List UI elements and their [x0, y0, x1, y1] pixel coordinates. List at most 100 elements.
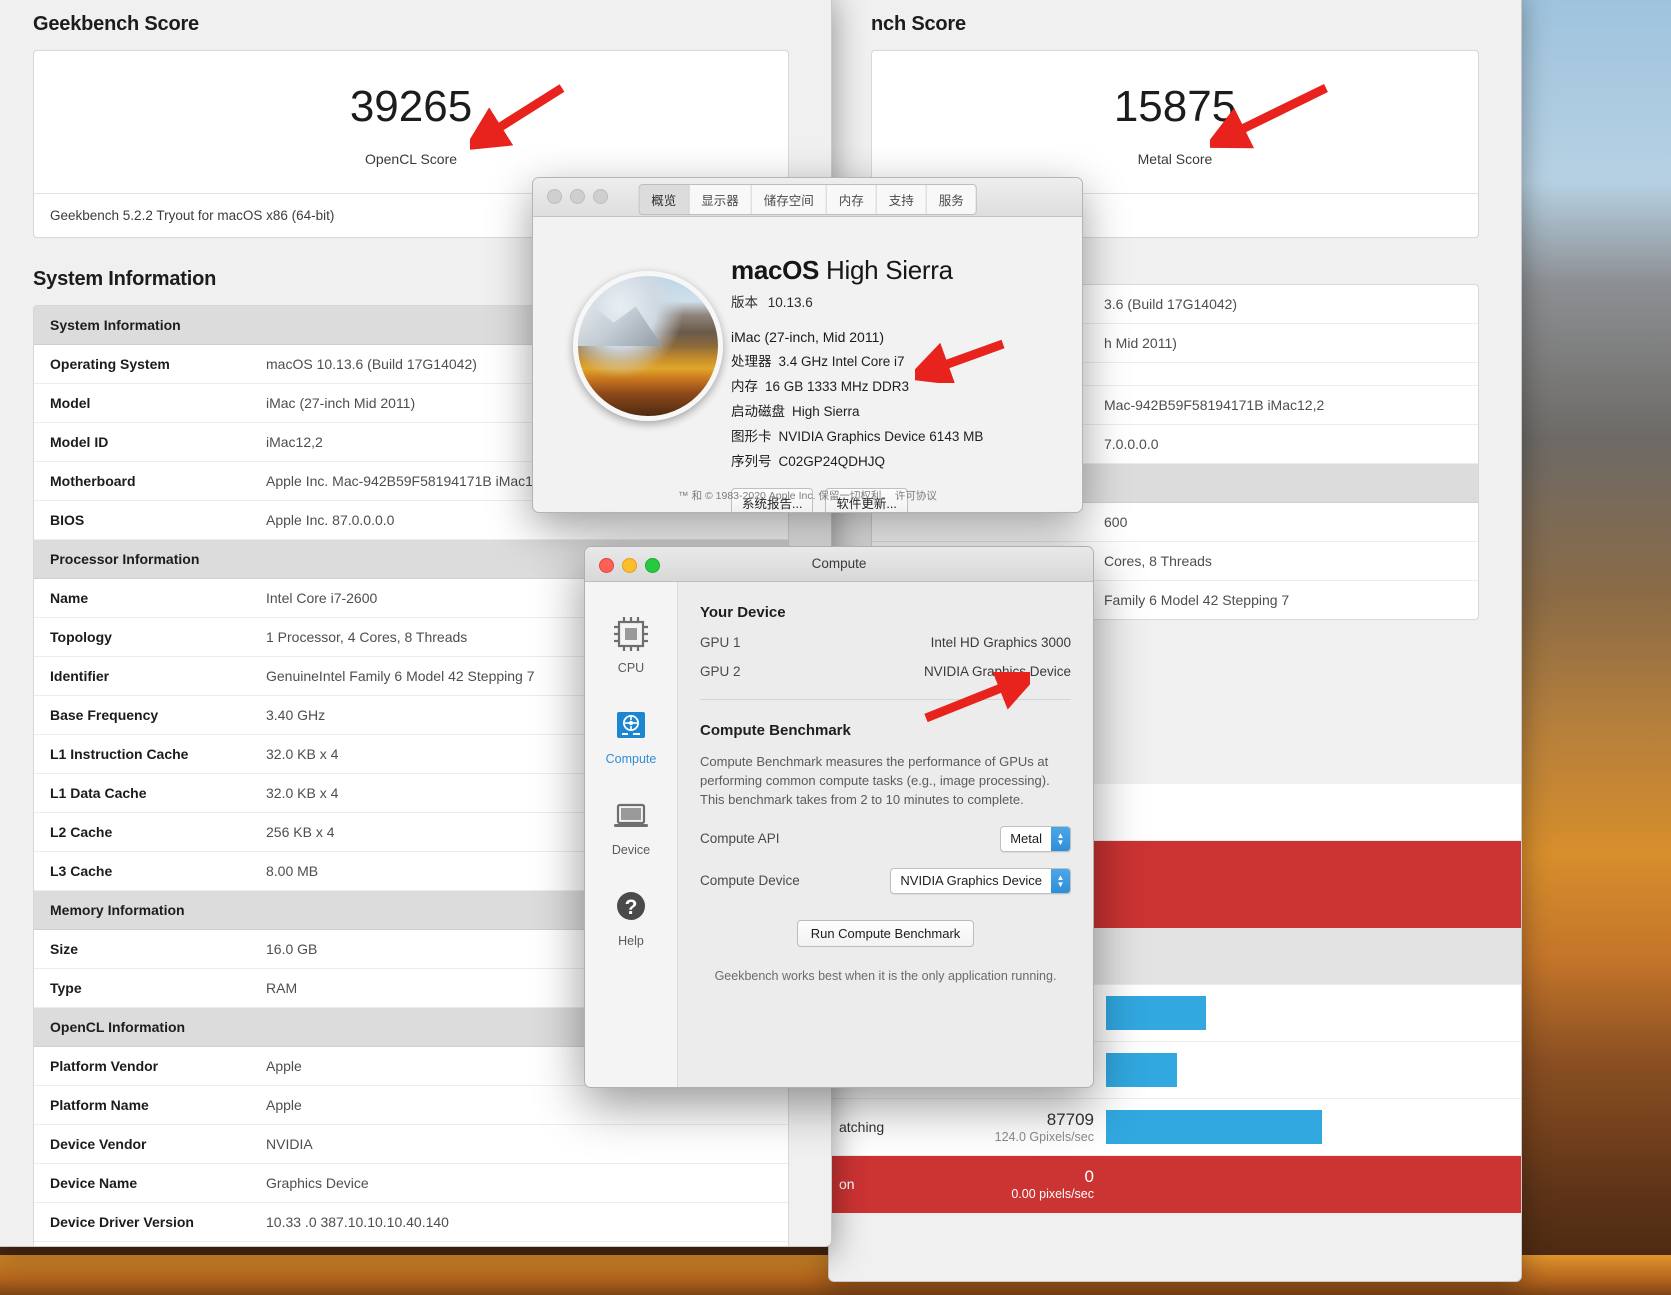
table-row: Operating System macOS 10.13.6 (Build 17G… [34, 345, 788, 384]
gpu-1-row: GPU 1 Intel HD Graphics 3000 [700, 635, 1071, 650]
row-key: Size [50, 941, 79, 957]
row-key: Motherboard [50, 473, 136, 489]
row-key: Device Driver Version [50, 1214, 194, 1230]
os-name: macOS High Sierra [731, 255, 983, 286]
row-value: 7.0.0.0.0 [1104, 436, 1159, 452]
row-key: System Information [50, 317, 181, 333]
metal-score-label: Metal Score [1137, 151, 1213, 167]
close-icon[interactable] [599, 558, 614, 573]
benchmark-bar-track [1106, 1167, 1521, 1201]
compute-api-label: Compute API [700, 831, 780, 847]
benchmark-name: on [839, 1176, 855, 1192]
compute-device-row: Compute Device NVIDIA Graphics Device ▲ ▼ [700, 867, 1071, 894]
close-icon[interactable] [547, 189, 562, 204]
compute-sidebar[interactable]: CPU [585, 582, 678, 1087]
row-value: 3.6 (Build 17G14042) [1104, 296, 1238, 312]
about-button-row[interactable]: 系统报告... 软件更新... [731, 488, 983, 512]
table-row: Identifier GenuineIntel Family 6 Model 42… [34, 657, 788, 696]
sidebar-item-compute[interactable]: Compute [585, 701, 677, 766]
about-tab-bar[interactable]: 概览 显示器 储存空间 内存 支持 服务 [638, 184, 977, 215]
compute-benchmark-heading: Compute Benchmark [700, 722, 851, 739]
row-key: Identifier [50, 668, 110, 684]
row-key: Base Frequency [50, 707, 159, 723]
row-value: Family 6 Model 42 Stepping 7 [1104, 592, 1290, 608]
table-row: BIOS Apple Inc. 87.0.0.0.0 [34, 501, 788, 540]
gpu-2-row: GPU 2 NVIDIA Graphics Device [700, 664, 1071, 679]
row-key: Platform Vendor [50, 1058, 159, 1074]
os-version-label: 版本 [731, 295, 758, 310]
row-key: Memory Information [50, 902, 185, 918]
row-value: 10.33 .0 387.10.10.10.40.140 [266, 1214, 449, 1230]
os-version-value: 10.13.6 [767, 295, 813, 310]
about-tab-4[interactable]: 支持 [876, 185, 927, 214]
benchmark-values: 0 0.00 pixels/sec [949, 1167, 1106, 1201]
row-value: Apple [266, 1058, 302, 1074]
os-version-line: 版本 10.13.6 [731, 291, 983, 311]
minimize-icon[interactable] [622, 558, 637, 573]
compute-titlebar[interactable]: Compute [585, 547, 1093, 582]
row-value: GenuineIntel Family 6 Model 42 Stepping … [266, 668, 535, 684]
about-tab-2[interactable]: 储存空间 [751, 185, 827, 214]
about-titlebar[interactable]: 概览 显示器 储存空间 内存 支持 服务 [533, 178, 1082, 217]
benchmark-bar-track [1106, 996, 1521, 1030]
sidebar-label-help: Help [618, 934, 644, 948]
row-value: 256 KB x 4 [266, 824, 335, 840]
row-value [1104, 464, 1478, 502]
benchmark-rate: 124.0 Gpixels/sec [994, 1129, 1094, 1144]
about-tab-3[interactable]: 内存 [826, 185, 877, 214]
run-compute-benchmark-button[interactable]: Run Compute Benchmark [796, 919, 975, 947]
minimize-icon[interactable] [570, 189, 585, 204]
row-value: h Mid 2011) [1104, 335, 1177, 351]
table-row: L1 Instruction Cache 32.0 KB x 4 [34, 735, 788, 774]
question-mark-icon: ? [585, 883, 677, 931]
row-value: 3.40 GHz [266, 707, 326, 723]
row-value [1104, 363, 1478, 385]
high-sierra-artwork-icon [573, 271, 723, 421]
about-tab-0[interactable]: 概览 [639, 185, 690, 214]
sidebar-item-cpu[interactable]: CPU [585, 610, 677, 675]
mac-spec-list: 处理器 3.4 GHz Intel Core i7 内存 16 GB 1333 MHz… [731, 350, 983, 470]
table-row: Cores, 8 Threads [872, 542, 1478, 581]
compute-api-select[interactable]: Metal ▲ ▼ [1000, 825, 1071, 852]
row-value: Mac-942B59F58194171B iMac12,2 [1104, 397, 1325, 413]
spec-row-2: 启动磁盘 High Sierra [731, 400, 983, 420]
copyright-text: ™ 和 © 1983-2020 Apple Inc. 保留一切权利。 许可协议 [678, 490, 937, 502]
row-value: 8.00 MB [266, 863, 319, 879]
table-row: 3.6 (Build 17G14042) [872, 285, 1478, 324]
mac-model: iMac (27-inch, Mid 2011) [731, 329, 885, 345]
sidebar-item-help[interactable]: ? Help [585, 883, 677, 948]
benchmark-bar-track [1106, 939, 1521, 973]
table-row: L2 Cache 256 KB x 4 [34, 813, 788, 852]
benchmark-values: 87709 124.0 Gpixels/sec [949, 1110, 1106, 1144]
system-report-button[interactable]: 系统报告... [731, 488, 814, 512]
geekbench-compute-window[interactable]: Compute CPU [584, 546, 1094, 1088]
about-tab-1[interactable]: 显示器 [689, 185, 752, 214]
benchmark-score: 87709 [1046, 1110, 1094, 1130]
compute-window-title: Compute [811, 556, 867, 571]
row-key: Model ID [50, 434, 109, 450]
sidebar-item-device[interactable]: Device [585, 792, 677, 857]
version-footer-left: Geekbench 5.2.2 Tryout for macOS x86 (64… [34, 193, 788, 237]
zoom-icon[interactable] [593, 189, 608, 204]
software-update-button[interactable]: 软件更新... [825, 488, 908, 512]
about-traffic-lights[interactable] [547, 189, 608, 204]
table-row: 600 [872, 503, 1478, 542]
compute-traffic-lights[interactable] [599, 558, 660, 573]
row-key: L2 Cache [50, 824, 113, 840]
laptop-icon [585, 792, 677, 840]
table-row: L1 Data Cache 32.0 KB x 4 [34, 774, 788, 813]
row-value: Cores, 8 Threads [1104, 553, 1212, 569]
sidebar-label-cpu: CPU [617, 661, 645, 675]
benchmark-bar-track [1106, 867, 1521, 901]
table-row: Platform Vendor Apple [34, 1047, 788, 1086]
about-tab-5[interactable]: 服务 [926, 185, 976, 214]
about-this-mac-window[interactable]: 概览 显示器 储存空间 内存 支持 服务 macOS High Sierra 版本 10.… [532, 177, 1083, 513]
opencl-score-value: 39265 [349, 82, 473, 131]
gpu-2-value: NVIDIA Graphics Device [923, 664, 1071, 679]
zoom-icon[interactable] [645, 558, 660, 573]
row-key: Model [50, 395, 91, 411]
row-key: L3 Cache [50, 863, 113, 879]
row-value: NVIDIA [266, 1136, 313, 1152]
compute-device-select[interactable]: NVIDIA Graphics Device ▲ ▼ [890, 867, 1071, 894]
compute-benchmark-description: Compute Benchmark measures the performan… [700, 754, 1050, 807]
